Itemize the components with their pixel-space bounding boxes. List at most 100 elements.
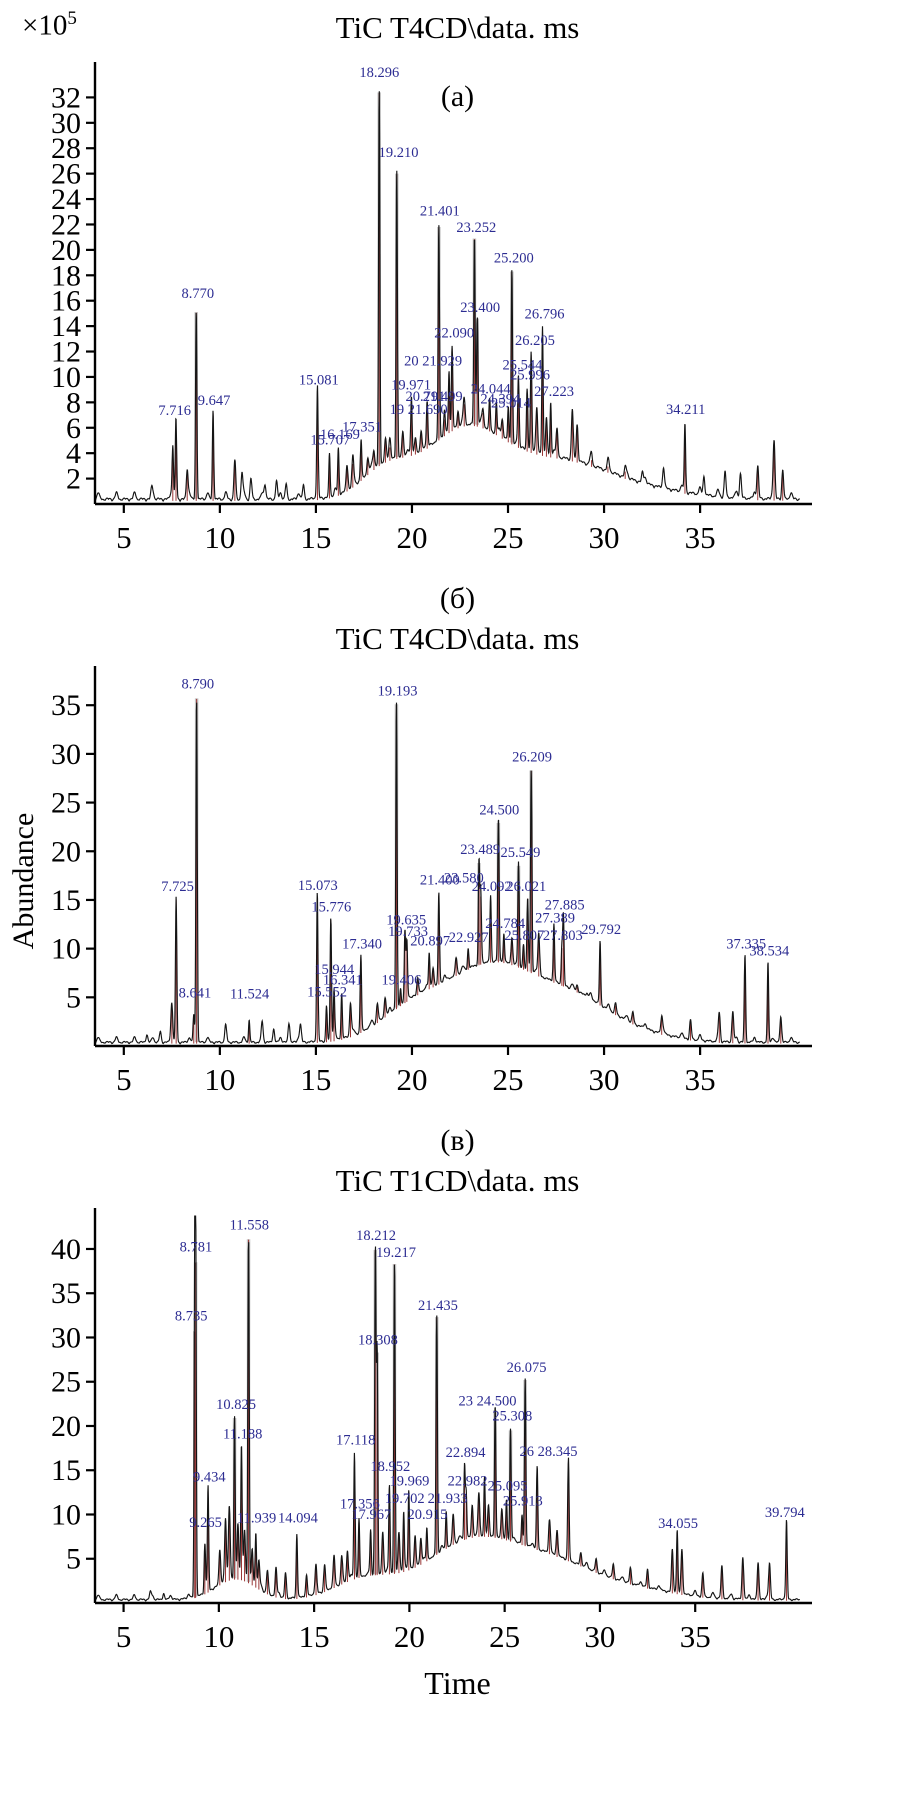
y-tick-label: 30 bbox=[51, 107, 81, 140]
x-axis-label: Time bbox=[424, 1665, 491, 1701]
chart-title-b: TiC T4CD\data. ms bbox=[335, 621, 580, 656]
peak-label: 25.200 bbox=[494, 251, 534, 267]
peak-label: 25.549 bbox=[501, 845, 541, 861]
y-axis-label: Abundance bbox=[7, 812, 40, 950]
y-tick-label: 40 bbox=[51, 1233, 81, 1266]
chromatogram-report: ×105 TiC T4CD\data. ms (а) 2 4 6 8 10 12 14 16 1… bbox=[0, 6, 915, 1702]
x-tick-label: 35 bbox=[685, 1062, 716, 1097]
chromatogram-c: 5 10 15 20 25 30 35 40 5 10 15 20 25 30 35 11.558 18.212… bbox=[51, 1208, 812, 1654]
peak-label: 20.791 bbox=[405, 389, 445, 405]
y-tick-label: 28 bbox=[51, 132, 81, 165]
peak-label: 25.544 bbox=[502, 357, 543, 373]
peak-label: 25.913 bbox=[503, 1494, 543, 1510]
x-tick-label: 10 bbox=[204, 520, 235, 555]
y-tick-label: 10 bbox=[51, 1498, 81, 1531]
peak-label: 8.770 bbox=[181, 286, 214, 302]
peak-label: 8.641 bbox=[179, 985, 212, 1001]
x-tick-label: 20 bbox=[396, 520, 427, 555]
peak-label: 19.210 bbox=[379, 145, 419, 161]
tic-trace bbox=[94, 1215, 800, 1602]
peak-label: 21.499 bbox=[423, 389, 463, 405]
y-tick-label: 20 bbox=[51, 835, 81, 868]
peak-label: 9.265 bbox=[189, 1515, 222, 1531]
peak-label: 19.635 bbox=[386, 912, 426, 928]
y-tick-label: 5 bbox=[66, 981, 81, 1014]
peak-label: 19.969 bbox=[389, 1473, 429, 1489]
y-tick-label: 32 bbox=[51, 81, 81, 114]
peak-label: 7.725 bbox=[161, 879, 194, 895]
y-tick-label: 15 bbox=[51, 1454, 81, 1487]
x-tick-label: 30 bbox=[589, 520, 620, 555]
peak-label: 34.055 bbox=[658, 1516, 698, 1532]
peak-label: 26.796 bbox=[525, 306, 565, 322]
peak-label: 11.524 bbox=[230, 986, 270, 1002]
y-tick-label: 25 bbox=[51, 1366, 81, 1399]
x-tick-label: 15 bbox=[299, 1619, 330, 1654]
y-scale-base: ×10 bbox=[22, 9, 68, 42]
tic-trace bbox=[94, 91, 800, 503]
peak-label: 23.580 bbox=[444, 870, 484, 886]
peak-label: 24.092 bbox=[472, 879, 512, 895]
x-tick-label: 25 bbox=[493, 1062, 524, 1097]
panel-letter-b: (б) bbox=[439, 582, 476, 615]
peak-label: 11.558 bbox=[230, 1218, 269, 1234]
panel-b: (б) TiC T4CD\data. ms Abundance 5 10 15 20 2… bbox=[0, 581, 915, 1101]
y-tick-label: 20 bbox=[51, 1410, 81, 1443]
peak-label: 23.252 bbox=[456, 220, 496, 236]
peak-label: 38.534 bbox=[749, 943, 790, 959]
peak-label: 26.205 bbox=[515, 333, 555, 349]
peak-label: 24.044 bbox=[471, 381, 512, 397]
peak-label: 26.209 bbox=[512, 750, 552, 766]
peak-label: 11.939 bbox=[237, 1510, 276, 1526]
peak-label: 26.075 bbox=[507, 1360, 547, 1376]
panel-a: ×105 TiC T4CD\data. ms (а) 2 4 6 8 10 12 14 16 1… bbox=[0, 6, 915, 559]
y-tick-label: 26 bbox=[51, 158, 81, 191]
peak-label: 19 21.690 bbox=[390, 402, 448, 418]
y-tick-label: 15 bbox=[51, 884, 81, 917]
y-scale-exponent: 5 bbox=[67, 8, 77, 29]
x-tick-label: 25 bbox=[493, 520, 524, 555]
peak-label: 26 28.345 bbox=[519, 1444, 577, 1460]
peak-label: 20.915 bbox=[408, 1507, 448, 1523]
peak-label: 21.933 bbox=[428, 1491, 468, 1507]
y-tick-label: 24 bbox=[51, 183, 81, 216]
y-tick-label: 35 bbox=[51, 689, 81, 722]
peak-label: 15.073 bbox=[298, 878, 338, 894]
chart-title-c: TiC T1CD\data. ms bbox=[335, 1163, 580, 1198]
peak-label: 15.081 bbox=[299, 373, 339, 389]
x-tick-label: 5 bbox=[116, 520, 132, 555]
panel-c: (в) TiC T1CD\data. ms 5 10 15 20 25 30 35 40 5 10… bbox=[0, 1123, 915, 1702]
x-tick-label: 35 bbox=[685, 520, 716, 555]
x-tick-label: 15 bbox=[300, 1062, 331, 1097]
x-tick-label: 35 bbox=[680, 1619, 711, 1654]
x-tick-label: 20 bbox=[394, 1619, 425, 1654]
peak-label: 14.094 bbox=[278, 1510, 319, 1526]
peak-label: 39.794 bbox=[765, 1505, 806, 1521]
peak-label: 25.996 bbox=[510, 367, 550, 383]
peak-label: 22.090 bbox=[434, 326, 474, 342]
y-tick-label: 10 bbox=[51, 361, 81, 394]
peak-label: 18.308 bbox=[358, 1333, 398, 1349]
peak-label: 10.825 bbox=[216, 1397, 256, 1413]
peak-label: 29.792 bbox=[581, 922, 621, 938]
peak-label: 25.095 bbox=[488, 1479, 528, 1495]
y-tick-label: 30 bbox=[51, 1321, 81, 1354]
peak-label: 21.435 bbox=[418, 1298, 458, 1314]
y-tick-label: 35 bbox=[51, 1277, 81, 1310]
peak-label: 21.400 bbox=[420, 872, 460, 888]
y-tick-label: 4 bbox=[66, 437, 81, 470]
peak-label: 17.356 bbox=[340, 1496, 380, 1512]
x-tick-label: 15 bbox=[300, 520, 331, 555]
peak-label: 26.021 bbox=[506, 879, 546, 895]
peak-label: 22.927 bbox=[449, 930, 489, 946]
peak-label: 25.807 bbox=[504, 928, 544, 944]
y-tick-label: 18 bbox=[51, 259, 81, 292]
peak-label: 20.897 bbox=[410, 934, 450, 950]
peak-label: 16.169 bbox=[320, 427, 360, 443]
x-tick-label: 30 bbox=[584, 1619, 615, 1654]
panel-letter-a: (а) bbox=[440, 80, 475, 113]
peak-label: 17.118 bbox=[336, 1433, 375, 1449]
peak-label: 24.394 bbox=[480, 392, 521, 408]
peak-label: 23.489 bbox=[460, 842, 500, 858]
tic-trace bbox=[94, 702, 800, 1045]
